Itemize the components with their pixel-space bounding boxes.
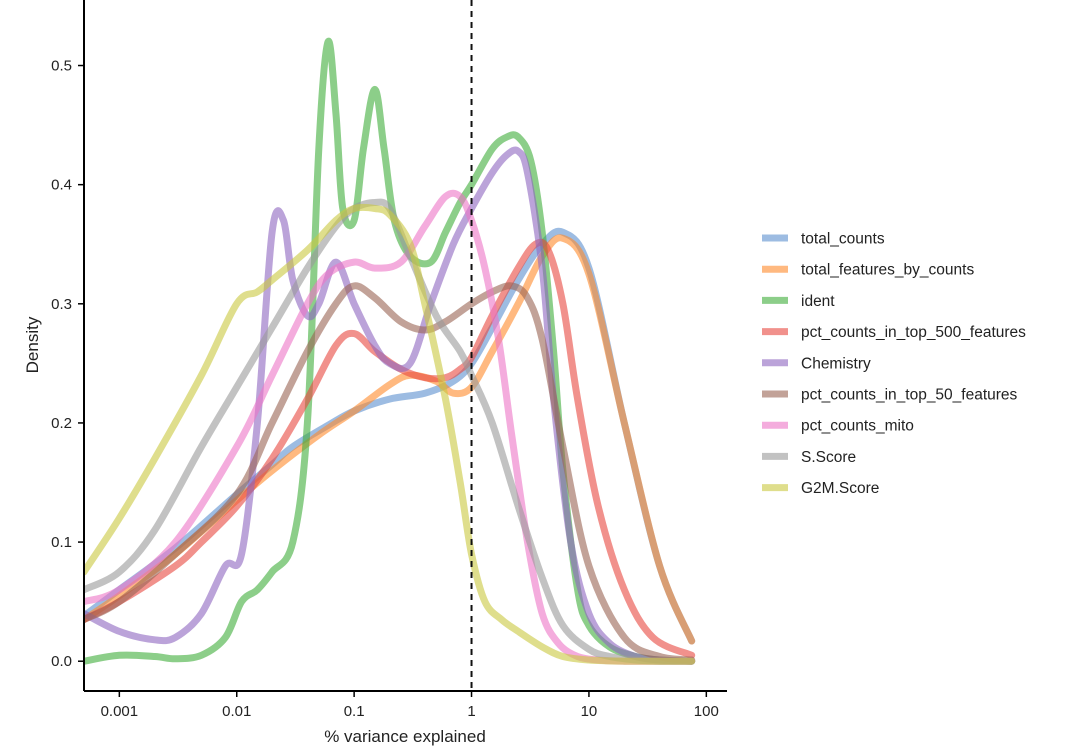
- legend-label: pct_counts_in_top_50_features: [801, 387, 1018, 404]
- x-tick-label: 0.001: [101, 703, 139, 720]
- axis-ticks: 0.001 0.01 0.1 1 10 100 0.0 0.1 0.2 0.3 0.4 0.5: [51, 58, 719, 720]
- legend-label: total_counts: [801, 231, 885, 248]
- y-tick-label: 0.3: [51, 296, 72, 313]
- x-tick-label: 0.01: [222, 703, 251, 720]
- legend-label: Chemistry: [801, 355, 871, 372]
- legend-label: total_features_by_counts: [801, 262, 974, 279]
- legend-label: G2M.Score: [801, 480, 879, 497]
- legend-item-pct_counts_in_top_50_features: pct_counts_in_top_50_features: [762, 387, 1018, 404]
- series-line-G2M.Score: [84, 203, 696, 665]
- series-layer: [84, 37, 696, 665]
- y-tick-label: 0.4: [51, 177, 72, 194]
- series-line-pct_counts_in_top_50_features: [84, 282, 696, 664]
- legend-label: S.Score: [801, 449, 856, 466]
- legend-label: ident: [801, 293, 835, 310]
- legend-item-Chemistry: Chemistry: [762, 355, 871, 372]
- legend-label: pct_counts_mito: [801, 418, 914, 435]
- x-tick-label: 10: [581, 703, 598, 720]
- x-tick-label: 0.1: [344, 703, 365, 720]
- legend-item-pct_counts_in_top_500_features: pct_counts_in_top_500_features: [762, 324, 1026, 341]
- legend-item-pct_counts_mito: pct_counts_mito: [762, 418, 914, 435]
- x-tick-label: 1: [467, 703, 475, 720]
- legend-item-total_features_by_counts: total_features_by_counts: [762, 262, 974, 279]
- series-line-total_features_by_counts: [84, 234, 696, 645]
- legend-item-G2M.Score: G2M.Score: [762, 480, 879, 497]
- legend-label: pct_counts_in_top_500_features: [801, 324, 1026, 341]
- series-line-Chemistry: [84, 146, 696, 665]
- series-line-total_counts: [84, 227, 696, 645]
- legend-item-ident: ident: [762, 293, 835, 310]
- legend-item-S.Score: S.Score: [762, 449, 856, 466]
- x-axis-title: % variance explained: [324, 727, 486, 746]
- y-tick-label: 0.5: [51, 58, 72, 75]
- y-tick-label: 0.2: [51, 415, 72, 432]
- y-tick-label: 0.1: [51, 534, 72, 551]
- x-tick-label: 100: [694, 703, 719, 720]
- y-tick-label: 0.0: [51, 653, 72, 670]
- series-line-pct_counts_in_top_500_features: [84, 238, 696, 659]
- legend: total_counts total_features_by_countsiden…: [762, 231, 1026, 497]
- legend-item-total_counts: total_counts: [762, 231, 885, 248]
- y-axis-title: Density: [23, 316, 42, 373]
